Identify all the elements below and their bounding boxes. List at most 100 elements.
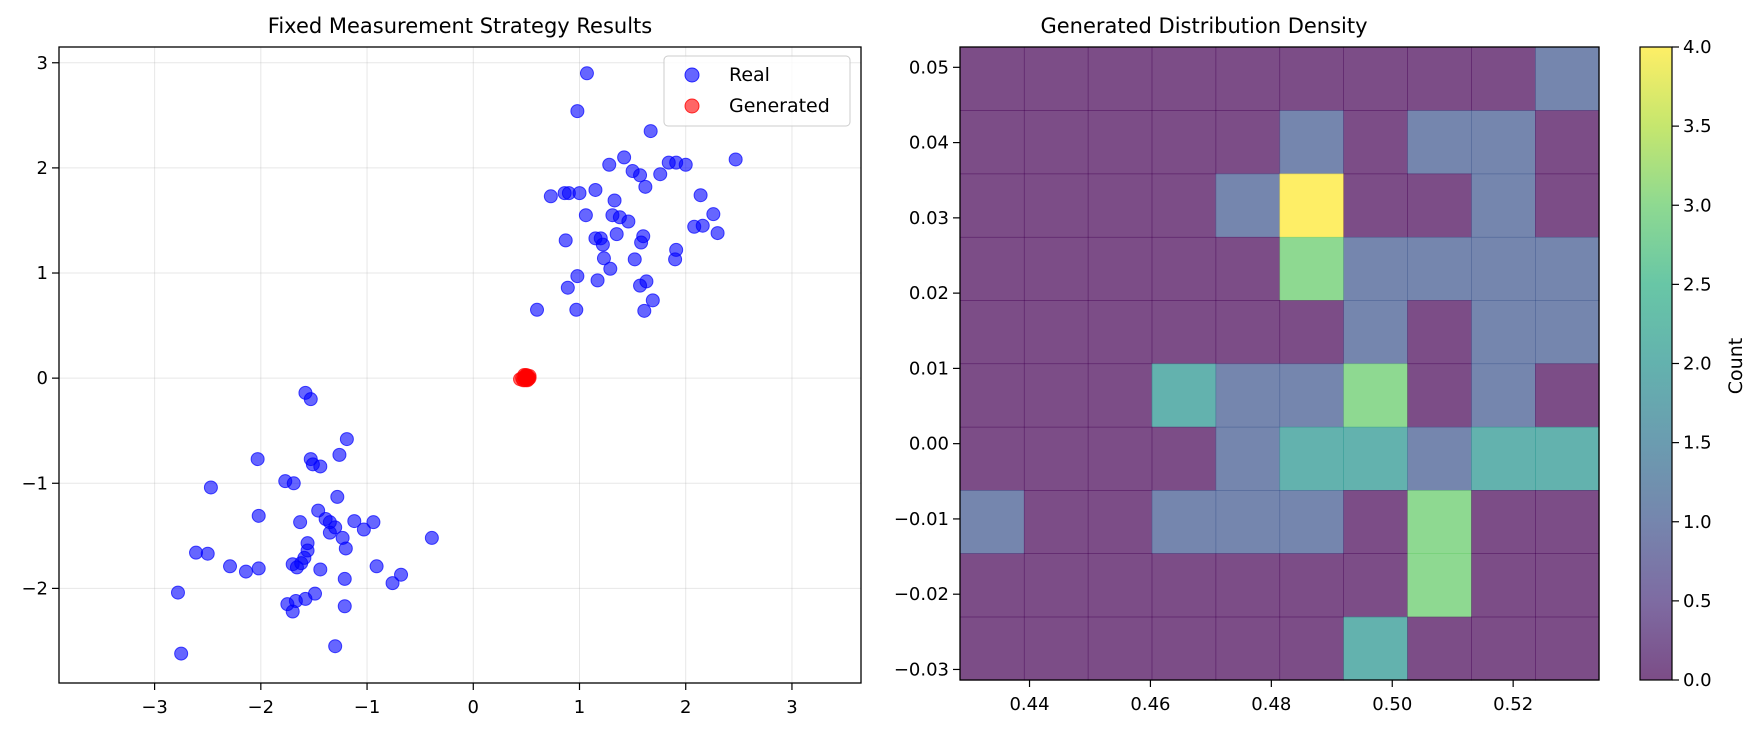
scatter-point-real xyxy=(189,545,204,560)
scatter-point-real xyxy=(695,218,710,233)
heatmap-cell xyxy=(1151,236,1217,301)
scatter-point-real xyxy=(602,157,617,172)
scatter-point-real xyxy=(322,525,337,540)
heatmap-cell xyxy=(960,426,1025,491)
heatmap-cell xyxy=(1215,616,1281,681)
scatter-ytick-label: 1 xyxy=(37,263,48,284)
heatmap-cell xyxy=(960,47,1025,111)
heatmap-cell xyxy=(1343,110,1408,175)
heatmap-cell xyxy=(1023,47,1089,111)
heatmap-cell xyxy=(1471,363,1536,428)
scatter-point-real xyxy=(609,227,624,242)
heatmap-x-axis: 0.44 0.46 0.48 0.50 0.52 xyxy=(1009,680,1533,715)
heatmap-cell xyxy=(1407,236,1472,301)
heatmap-cell xyxy=(1407,47,1472,111)
heatmap-cell xyxy=(1023,173,1089,238)
scatter-xtick-label: 2 xyxy=(680,697,691,718)
heatmap-xtick-label: 0.46 xyxy=(1130,694,1170,715)
scatter-xtick-label: −2 xyxy=(248,697,275,718)
heatmap-cell xyxy=(1535,616,1600,681)
heatmap-cell xyxy=(960,616,1025,681)
heatmap-cell xyxy=(1471,47,1536,111)
heatmap-cell xyxy=(1471,490,1536,554)
heatmap-cell xyxy=(1535,363,1600,428)
scatter-chart: Fixed Measurement Strategy Results −3 −2−… xyxy=(21,14,862,718)
heatmap-cell xyxy=(1151,363,1217,428)
legend-label-real: Real xyxy=(729,64,770,86)
heatmap-cell xyxy=(1279,426,1344,491)
heatmap-cell xyxy=(1279,363,1344,428)
heatmap-xtick-label: 0.44 xyxy=(1009,694,1049,715)
heatmap-cell xyxy=(1471,236,1536,301)
heatmap-cell xyxy=(1279,616,1344,681)
scatter-ytick-label: −1 xyxy=(21,473,48,494)
heatmap-cell xyxy=(1407,490,1472,554)
colorbar-gradient xyxy=(1640,47,1672,680)
scatter-point-real xyxy=(339,432,354,447)
scatter-point-real xyxy=(590,273,605,288)
scatter-point-real xyxy=(645,293,660,308)
heatmap-cell xyxy=(1023,300,1089,365)
heatmap-cell xyxy=(1087,490,1153,554)
scatter-point-real xyxy=(710,226,725,241)
scatter-point-real xyxy=(337,599,352,614)
heatmap-cell xyxy=(1151,490,1217,554)
heatmap-cell xyxy=(960,110,1025,175)
heatmap-cell xyxy=(1343,616,1408,681)
scatter-point-real xyxy=(313,459,328,474)
heatmap-cell xyxy=(1215,426,1281,491)
heatmap-cell xyxy=(1279,553,1344,618)
scatter-point-real xyxy=(530,302,545,317)
heatmap-cell xyxy=(1343,363,1408,428)
heatmap-cell xyxy=(1535,426,1600,491)
heatmap-xtick-label: 0.48 xyxy=(1251,694,1291,715)
scatter-point-real xyxy=(330,489,345,504)
scatter-points xyxy=(170,66,743,661)
scatter-point-real xyxy=(637,303,652,318)
scatter-point-real xyxy=(603,261,618,276)
scatter-xtick-label: 1 xyxy=(574,697,585,718)
legend-marker-generated xyxy=(684,98,700,114)
scatter-point-real xyxy=(328,639,343,654)
heatmap-cell xyxy=(1215,47,1281,111)
heatmap-cell xyxy=(1279,110,1344,175)
scatter-y-axis: −2 −1 0 1 2 3 xyxy=(21,53,59,599)
heatmap-ytick-label: −0.03 xyxy=(894,659,949,680)
heatmap-cell xyxy=(1343,490,1408,554)
heatmap-cell xyxy=(1023,490,1089,554)
heatmap-cell xyxy=(1407,363,1472,428)
scatter-point-real xyxy=(424,530,439,545)
scatter-point-real xyxy=(569,302,584,317)
scatter-point-real xyxy=(338,541,353,556)
scatter-point-real xyxy=(633,168,648,183)
heatmap-cell xyxy=(960,490,1025,554)
scatter-point-real xyxy=(203,480,218,495)
colorbar-tick-label: 2.0 xyxy=(1683,354,1712,375)
scatter-point-real xyxy=(627,252,642,267)
colorbar: 0.0 0.5 1.0 1.5 2.0 2.5 3.0 3.5 4.0 Count xyxy=(1639,37,1747,691)
scatter-point-real xyxy=(560,280,575,295)
colorbar-ticks: 0.0 0.5 1.0 1.5 2.0 2.5 3.0 3.5 4.0 xyxy=(1672,37,1712,691)
scatter-point-real xyxy=(653,167,668,182)
heatmap-cell xyxy=(1471,553,1536,618)
heatmap-cell xyxy=(1087,426,1153,491)
heatmap-cell xyxy=(1279,300,1344,365)
scatter-point-real xyxy=(366,515,381,530)
scatter-point-real xyxy=(678,157,693,172)
scatter-point-real xyxy=(728,152,743,167)
scatter-point-real xyxy=(170,585,185,600)
heatmap-cell xyxy=(960,553,1025,618)
scatter-point-real xyxy=(238,564,253,579)
heatmap-ytick-label: 0.03 xyxy=(909,208,949,229)
scatter-xtick-label: −3 xyxy=(141,697,168,718)
heatmap-cell xyxy=(1087,47,1153,111)
heatmap-cell xyxy=(1151,426,1217,491)
heatmap-cell xyxy=(1215,173,1281,238)
colorbar-tick-label: 1.0 xyxy=(1683,512,1712,533)
scatter-point-real xyxy=(293,515,308,530)
heatmap-cells xyxy=(960,47,1600,681)
colorbar-tick-label: 4.0 xyxy=(1683,37,1712,58)
heatmap-cell xyxy=(1023,553,1089,618)
scatter-point-real xyxy=(578,208,593,223)
